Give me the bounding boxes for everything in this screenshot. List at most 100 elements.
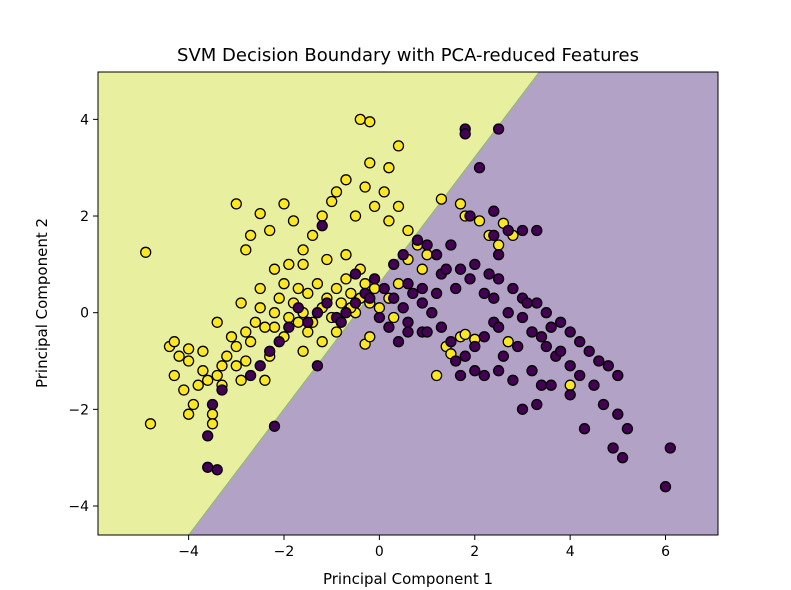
- data-point-class-1: [364, 157, 376, 169]
- data-point-class-0: [621, 423, 634, 435]
- data-point-class-0: [588, 379, 600, 391]
- data-point-class-1: [144, 418, 157, 430]
- data-point-class-0: [445, 239, 457, 251]
- data-point-class-1: [492, 239, 505, 251]
- data-point-class-0: [574, 369, 586, 382]
- data-point-class-0: [535, 331, 548, 343]
- data-point-class-1: [168, 369, 180, 382]
- data-point-class-1: [564, 379, 576, 391]
- data-point-class-1: [240, 326, 252, 338]
- data-point-class-1: [373, 302, 386, 314]
- data-point-class-0: [402, 278, 414, 290]
- data-point-class-0: [488, 205, 500, 217]
- data-point-class-1: [182, 355, 195, 367]
- data-point-class-0: [302, 316, 314, 328]
- data-point-class-0: [316, 220, 328, 232]
- data-point-class-0: [469, 258, 481, 271]
- data-point-class-1: [211, 316, 223, 328]
- data-point-class-0: [531, 398, 543, 411]
- data-point-class-1: [388, 311, 400, 324]
- data-point-class-0: [478, 369, 490, 382]
- data-point-class-1: [278, 198, 290, 210]
- data-point-class-0: [321, 297, 333, 309]
- data-point-class-0: [554, 316, 567, 328]
- data-point-class-0: [388, 292, 400, 304]
- data-point-class-1: [264, 224, 276, 237]
- y-tick-label: −4: [68, 499, 89, 515]
- data-point-class-0: [564, 326, 576, 338]
- data-point-class-1: [430, 369, 443, 382]
- data-point-class-0: [268, 420, 281, 432]
- data-point-class-1: [182, 408, 195, 420]
- data-point-class-0: [616, 452, 629, 464]
- x-tick-label: 4: [566, 544, 575, 560]
- data-point-class-0: [492, 365, 505, 377]
- data-point-class-0: [254, 360, 266, 372]
- data-point-class-0: [459, 350, 471, 362]
- data-point-class-1: [192, 379, 204, 391]
- data-point-class-0: [664, 442, 676, 454]
- data-point-class-1: [292, 282, 304, 295]
- data-point-class-1: [297, 345, 309, 357]
- data-point-class-0: [421, 239, 433, 251]
- data-point-class-0: [202, 430, 214, 442]
- plot-area: [97, 71, 719, 536]
- y-tick-label: 2: [80, 209, 89, 225]
- data-point-class-1: [230, 340, 242, 353]
- data-point-class-0: [335, 316, 347, 328]
- data-point-class-0: [497, 350, 510, 362]
- data-point-class-1: [283, 311, 295, 324]
- data-point-class-0: [445, 336, 457, 348]
- data-point-class-0: [411, 234, 424, 246]
- data-point-class-0: [469, 340, 481, 353]
- data-point-class-0: [421, 326, 433, 338]
- data-point-class-0: [564, 389, 576, 401]
- x-axis-ticks: −4 −2 0 2 4 6: [178, 535, 670, 560]
- axes-frame: [97, 71, 719, 536]
- x-axis-label: Principal Component 1: [323, 570, 493, 588]
- data-point-class-1: [268, 321, 281, 333]
- data-point-class-0: [612, 408, 624, 420]
- data-point-class-1: [392, 278, 405, 290]
- data-point-class-1: [197, 345, 209, 357]
- data-point-class-0: [216, 384, 228, 396]
- data-point-class-1: [221, 350, 233, 362]
- data-point-class-0: [464, 273, 476, 285]
- data-point-class-0: [516, 311, 529, 324]
- data-point-class-0: [602, 360, 614, 372]
- data-point-class-1: [249, 316, 262, 328]
- data-point-class-0: [583, 345, 595, 357]
- data-point-class-0: [593, 355, 605, 367]
- y-tick-label: 4: [80, 112, 89, 128]
- data-point-class-0: [574, 336, 586, 348]
- x-tick-label: 6: [661, 544, 670, 560]
- data-point-class-1: [178, 384, 190, 396]
- data-point-class-1: [316, 336, 328, 348]
- data-point-class-1: [473, 215, 486, 227]
- data-point-class-1: [502, 336, 514, 348]
- data-point-class-0: [450, 282, 462, 295]
- data-point-class-0: [659, 481, 672, 493]
- data-point-class-0: [340, 307, 352, 319]
- data-point-class-0: [607, 442, 619, 454]
- data-point-class-0: [516, 224, 529, 237]
- data-point-class-1: [254, 282, 266, 295]
- data-point-class-1: [278, 278, 290, 290]
- data-point-class-1: [240, 355, 252, 367]
- data-point-class-0: [364, 292, 376, 304]
- data-point-class-1: [168, 336, 180, 348]
- data-point-class-0: [454, 369, 467, 382]
- data-point-class-0: [383, 321, 395, 333]
- data-point-class-0: [535, 379, 548, 391]
- data-point-class-1: [392, 140, 405, 152]
- data-point-class-1: [359, 181, 371, 193]
- data-point-class-1: [459, 328, 471, 341]
- data-point-class-0: [469, 365, 481, 377]
- y-axis-label: Principal Component 2: [33, 218, 51, 388]
- data-point-class-1: [340, 249, 352, 261]
- data-point-class-0: [492, 321, 505, 333]
- data-point-class-0: [388, 258, 400, 271]
- data-point-class-0: [311, 307, 324, 319]
- data-point-class-0: [612, 369, 624, 382]
